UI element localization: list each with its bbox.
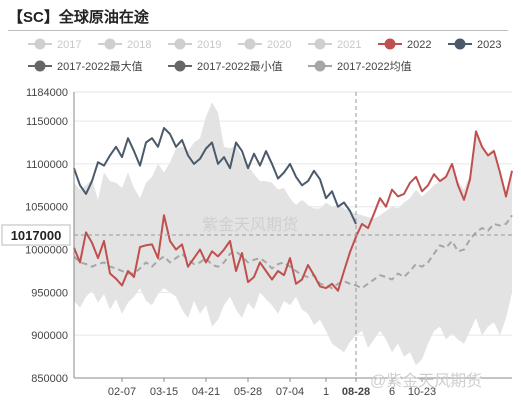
series-max-min-band (74, 102, 512, 366)
legend-item-2020[interactable]: 2020 (238, 38, 291, 51)
legend-label: 2022 (407, 39, 431, 51)
legend-label: 2017-2022最大值 (57, 59, 143, 73)
legend-label: 2017-2022最小值 (197, 60, 283, 73)
legend-label: 2020 (267, 39, 291, 51)
legend-item-2021[interactable]: 2021 (308, 38, 361, 51)
y-tick-label: 850000 (31, 373, 68, 385)
legend-marker (454, 38, 466, 50)
y-tick-label: 900000 (31, 330, 68, 342)
crosshair-overlay: 1017000 @紫金天风期货 (1, 92, 512, 390)
legend-marker (174, 38, 186, 50)
legend-item-2017[interactable]: 2017 (28, 38, 81, 51)
series-line-2023 (73, 127, 357, 225)
y-tick-label: 1050000 (25, 202, 68, 214)
watermark-center: 紫金天风期货 (202, 216, 298, 234)
x-tick-label: 02-07 (108, 386, 136, 398)
legend-item-2019[interactable]: 2019 (168, 38, 221, 51)
legend-marker (104, 38, 116, 50)
legend-marker (34, 38, 46, 50)
series-line-avg (73, 214, 513, 290)
y-tick-label: 1100000 (26, 159, 68, 171)
legend: 2017 2018 2019 2020 2021 2022 2023 2017-2022最大值… (28, 38, 501, 73)
x-tick-label: 05-28 (234, 386, 262, 398)
crosshair-y-label-box (1, 224, 71, 246)
plot-area: 紫金天风期货 (73, 102, 513, 366)
legend-marker (314, 60, 326, 72)
legend-item-2017-2022均值[interactable]: 2017-2022均值 (308, 60, 412, 73)
legend-label: 2017-2022均值 (337, 60, 412, 73)
legend-marker (314, 38, 326, 50)
y-tick-label: 950000 (31, 287, 68, 299)
crosshair-y-value: 1017000 (11, 228, 62, 243)
x-tick-label: 08-28 (342, 386, 370, 398)
legend-label: 2018 (127, 39, 151, 51)
x-tick-label: 1 (323, 386, 329, 398)
x-tick-label: 03-15 (150, 386, 178, 398)
x-tick-label: 6 (389, 386, 395, 398)
legend-item-2023[interactable]: 2023 (448, 38, 501, 51)
chart-axes: 850000 900000 950000 1000000 1050000 1100000 1… (25, 87, 512, 398)
crosshair-y-label: 1017000 (1, 224, 71, 246)
chart-title: 【SC】全球原油在途 (8, 9, 149, 26)
legend-item-2022[interactable]: 2022 (378, 38, 431, 51)
legend-item-2017-2022最大值[interactable]: 2017-2022最大值 (28, 59, 143, 73)
legend-label: 2019 (197, 39, 221, 51)
watermark-corner: @紫金天风期货 (370, 372, 482, 390)
legend-marker (34, 60, 46, 72)
series-line-2022 (73, 130, 513, 292)
legend-label: 2021 (337, 39, 361, 51)
legend-marker (174, 60, 186, 72)
x-tick-label: 10-23 (408, 386, 436, 398)
legend-label: 2023 (477, 39, 501, 51)
legend-item-2017-2022最小值[interactable]: 2017-2022最小值 (168, 60, 283, 73)
y-tick-label: 1184000 (26, 87, 68, 99)
legend-label: 2017 (57, 39, 81, 51)
y-tick-label: 1000000 (25, 245, 68, 257)
title-divider (8, 30, 508, 31)
legend-item-2018[interactable]: 2018 (98, 38, 151, 51)
x-tick-label: 07-04 (276, 386, 304, 398)
legend-marker (384, 38, 396, 50)
legend-marker (244, 38, 256, 50)
y-tick-label: 1150000 (26, 116, 68, 128)
x-tick-label: 04-21 (192, 386, 220, 398)
